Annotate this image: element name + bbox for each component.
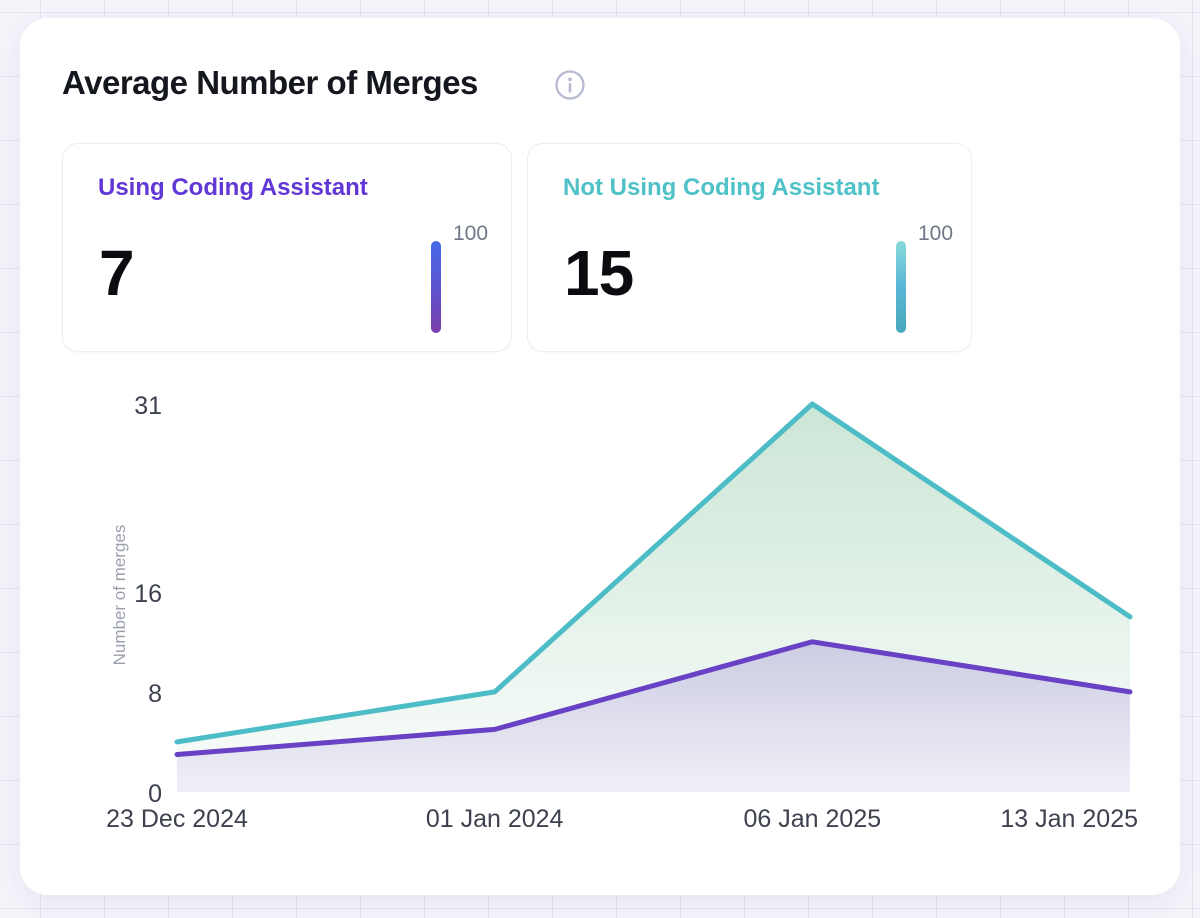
y-tick-label: 31 [134,392,162,420]
stat-card-value: 7 [99,237,135,309]
x-tick-label: 06 Jan 2025 [743,805,882,833]
info-icon[interactable] [555,70,585,100]
stat-gauge-bar [431,241,441,333]
merges-panel: Average Number of Merges Using Coding As… [20,18,1180,895]
x-tick-label: 01 Jan 2024 [425,805,564,833]
series-area-1 [177,641,1130,792]
merges-area-chart[interactable] [20,18,1180,895]
stat-card-not-using-assistant: Not Using Coding Assistant 15 100 [527,143,972,352]
stat-card-value: 15 [564,237,634,309]
y-tick-label: 16 [134,579,162,608]
stat-card-using-assistant: Using Coding Assistant 7 100 [62,143,512,352]
series-line-0 [174,401,1133,745]
y-axis-title: Number of merges [110,524,129,666]
x-tick-label: 23 Dec 2024 [106,805,248,833]
y-tick-label: 0 [148,780,162,808]
stat-scale-max: 100 [918,222,954,245]
stat-card-label: Using Coding Assistant [98,174,368,201]
x-tick-label: 13 Jan 2025 [1000,805,1138,833]
stat-scale-max: 100 [453,222,489,245]
series-line-1 [174,639,1133,757]
y-tick-label: 8 [148,679,162,708]
stat-card-label: Not Using Coding Assistant [563,174,880,201]
stat-gauge-bar [896,241,906,333]
page-title: Average Number of Merges [62,64,478,101]
